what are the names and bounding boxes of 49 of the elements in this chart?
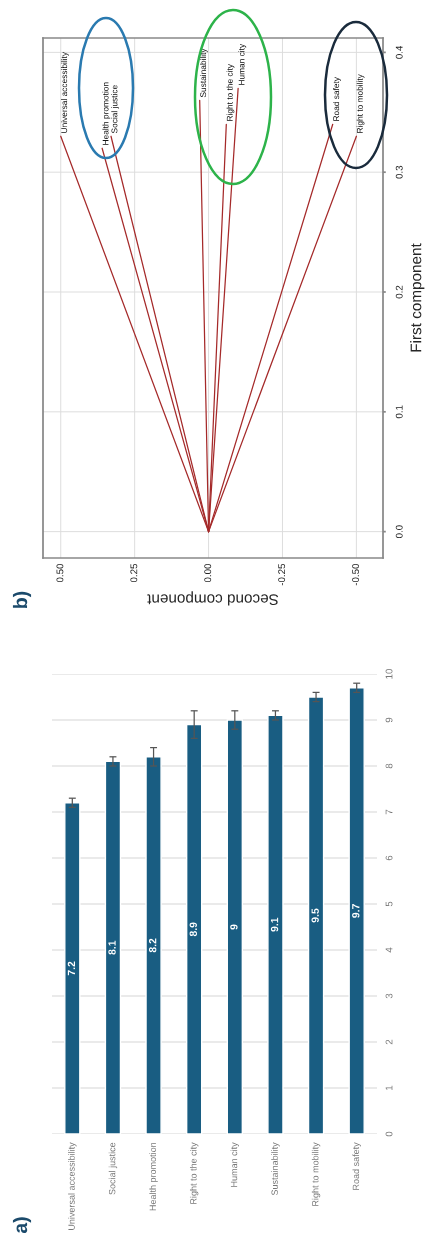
text: Health promotion [102,82,111,145]
y-tick-label: 7 [385,809,393,815]
y-tick-label: 0.3 [395,165,403,179]
data-label: 8.9 [189,922,197,937]
text: Social justice [111,85,120,134]
x-tick-label: Human city [230,1142,240,1187]
y-tick-label: 8 [385,763,393,769]
data-label: 9.7 [352,904,360,918]
x-tick-label: Health promotion [149,1142,158,1211]
y-tick-label: 2 [385,1039,393,1045]
y-tick-label: 0.2 [395,285,403,299]
x-tick-label: Right to mobility [311,1142,321,1206]
x-tick-label: Social justice [108,1142,118,1195]
y-tick-label: 0.0 [395,525,403,539]
data-label: 9 [230,924,238,930]
data-label: 7.2 [67,961,76,976]
text: Sustainability [199,48,208,98]
x-tick-label: Sustainability [271,1142,280,1196]
y-tick-label: 0 [385,1131,393,1137]
text: Universal accessibility [61,51,69,133]
data-label: 9.5 [311,908,319,923]
x-tick-label: -0.50 [352,563,359,586]
data-label: 8.1 [108,940,116,955]
x-tick-label: Universal accessibility [68,1142,77,1230]
y-axis-title: First component [410,243,425,352]
text: a) [12,1217,32,1234]
x-tick-label: Right to the city [189,1142,199,1204]
y-tick-label: 1 [385,1085,393,1090]
y-tick-label: 3 [385,993,393,999]
text: Human city [238,43,247,85]
y-tick-label: 9 [385,717,393,723]
x-tick-label: Road safety [352,1142,361,1190]
y-tick-label: 0.4 [395,45,403,59]
text: Road safety [333,77,341,121]
x-tick-label: 0.00 [204,563,212,583]
y-tick-label: 10 [385,668,393,679]
y-tick-label: 4 [385,947,393,953]
x-tick-label: -0.25 [278,563,286,586]
text: Right to the city [226,64,235,121]
x-tick-label: 0.25 [130,563,138,583]
text: Right to mobility [356,74,365,133]
y-tick-label: 5 [385,901,393,907]
y-tick-label: 6 [385,855,393,861]
x-axis-title: Second component [147,591,279,606]
data-label: 9.1 [270,917,279,932]
data-label: 8.2 [148,938,157,953]
y-tick-label: 0.1 [395,405,403,419]
text: b) [12,591,32,608]
x-tick-label: 0.50 [56,563,64,583]
